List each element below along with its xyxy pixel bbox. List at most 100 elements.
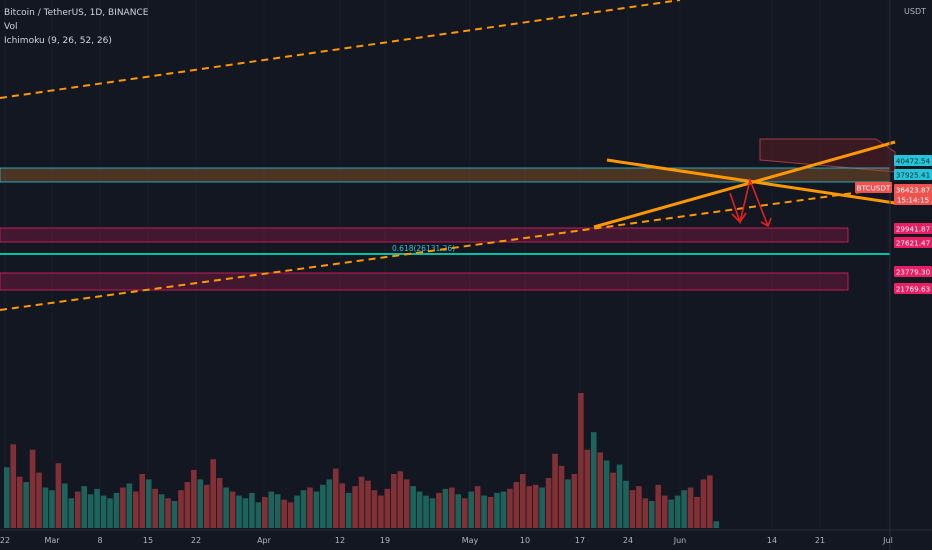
- volume-bar: [281, 499, 287, 528]
- time-tick-label: 22: [0, 536, 10, 545]
- price-label-text: 21769.63: [896, 285, 930, 294]
- volume-bar: [532, 484, 539, 528]
- volume-bar: [365, 480, 371, 528]
- volume-bar: [416, 491, 423, 528]
- price-label-text: 37925.41: [896, 171, 930, 180]
- volume-bar: [371, 490, 378, 528]
- volume-bar: [410, 486, 416, 528]
- volume-bar: [584, 449, 591, 528]
- time-tick-label: 12: [335, 536, 345, 545]
- volume-bar: [526, 486, 533, 528]
- volume-bar: [442, 488, 449, 528]
- volume-bar: [507, 488, 513, 528]
- time-tick-label: 14: [767, 536, 777, 545]
- volume-bar: [10, 444, 17, 528]
- volume-bar: [268, 491, 275, 528]
- volume-bar: [345, 492, 352, 528]
- volume-bar: [274, 494, 281, 528]
- volume-bar: [513, 482, 520, 528]
- volume-bar: [165, 498, 171, 528]
- volume-bar: [29, 449, 36, 528]
- volume-bar: [674, 495, 681, 528]
- volume-bar: [397, 471, 404, 528]
- volume-bar: [655, 484, 662, 528]
- projection-arrowheads: [731, 212, 772, 228]
- price-label-text: 27621.47: [896, 239, 930, 248]
- volume-bar: [94, 488, 100, 528]
- time-tick-label: 15: [143, 536, 153, 545]
- volume-bar: [474, 486, 481, 528]
- volume-bar: [68, 498, 75, 528]
- ichimoku-legend[interactable]: Ichimoku (9, 26, 52, 26): [4, 36, 112, 46]
- volume-bar: [74, 491, 81, 528]
- volume-bar: [210, 459, 216, 528]
- volume-bar: [597, 452, 603, 528]
- trendline-drawings[interactable]: [0, 0, 896, 311]
- volume-bar: [120, 487, 126, 528]
- time-tick-label: Jun: [673, 536, 687, 545]
- volume-bar: [332, 468, 339, 528]
- volume-bar: [307, 487, 313, 528]
- volume-bar: [403, 479, 410, 528]
- volume-bar: [481, 495, 487, 528]
- fib-618-label: 0.618(26131.26): [392, 244, 455, 253]
- volume-bar: [539, 487, 545, 528]
- volume-bar: [694, 496, 700, 528]
- volume-bar: [558, 465, 565, 528]
- time-tick-label: 22: [191, 536, 201, 545]
- volume-bar: [494, 492, 500, 528]
- volume-bar: [687, 487, 694, 528]
- volume-bar: [713, 521, 720, 528]
- volume-bar: [468, 491, 474, 528]
- volume-bar: [236, 495, 242, 528]
- volume-bar: [203, 484, 210, 528]
- volume-bar: [326, 479, 333, 528]
- volume-bar: [578, 393, 584, 528]
- volume-bar: [455, 494, 462, 528]
- volume-bar: [449, 487, 455, 528]
- volume-bar: [223, 487, 229, 528]
- projection-path: [729, 177, 769, 227]
- time-tick-label: 21: [815, 536, 825, 545]
- price-label-box: [894, 237, 932, 248]
- volume-bar: [623, 480, 629, 528]
- volume-bar: [184, 482, 191, 528]
- volume-bar: [249, 492, 255, 528]
- volume-bar: [681, 490, 687, 528]
- volume-bar: [461, 498, 468, 528]
- time-tick-label: 19: [380, 536, 390, 545]
- volume-bar: [62, 483, 68, 528]
- volume-bar: [216, 478, 223, 528]
- price-label-text: 15:14:15: [897, 196, 929, 205]
- volume-bar: [668, 499, 674, 528]
- volume-bar: [16, 476, 23, 528]
- volume-bar: [391, 474, 397, 528]
- support-zone-2: [0, 272, 849, 291]
- volume-bar: [500, 491, 507, 528]
- price-label-box: [894, 155, 932, 166]
- volume-bar: [49, 490, 55, 528]
- volume-bar: [649, 501, 655, 528]
- volume-bar: [294, 495, 300, 528]
- price-label-text: BTCUSDT: [857, 184, 891, 193]
- volume-bar: [565, 479, 571, 528]
- price-label-box: [894, 283, 932, 294]
- volume-bar: [23, 482, 29, 528]
- volume-legend[interactable]: Vol: [4, 22, 18, 32]
- volume-bar: [610, 472, 616, 528]
- volume-bar: [197, 479, 204, 528]
- time-axis[interactable]: 22 Mar 8 15 22 Apr 12 19 May 10 17 24 Jun 14 21 Jul: [0, 529, 932, 545]
- volume-bar: [616, 464, 623, 528]
- volume-bar: [113, 492, 120, 528]
- volume-bar: [42, 487, 49, 528]
- time-tick-label: Mar: [44, 536, 60, 545]
- volume-bar: [242, 498, 249, 528]
- volume-bar: [520, 474, 526, 528]
- symbol-title[interactable]: Bitcoin / TetherUS, 1D, BINANCE: [4, 8, 149, 18]
- support-resistance-zones: 0.618(26131.26): [0, 167, 891, 291]
- price-axis[interactable]: 95000.0080000.0068000.0060000.0052500.00…: [855, 0, 932, 550]
- price-label-text: 36423.87: [896, 186, 930, 195]
- volume-bar: [4, 467, 10, 528]
